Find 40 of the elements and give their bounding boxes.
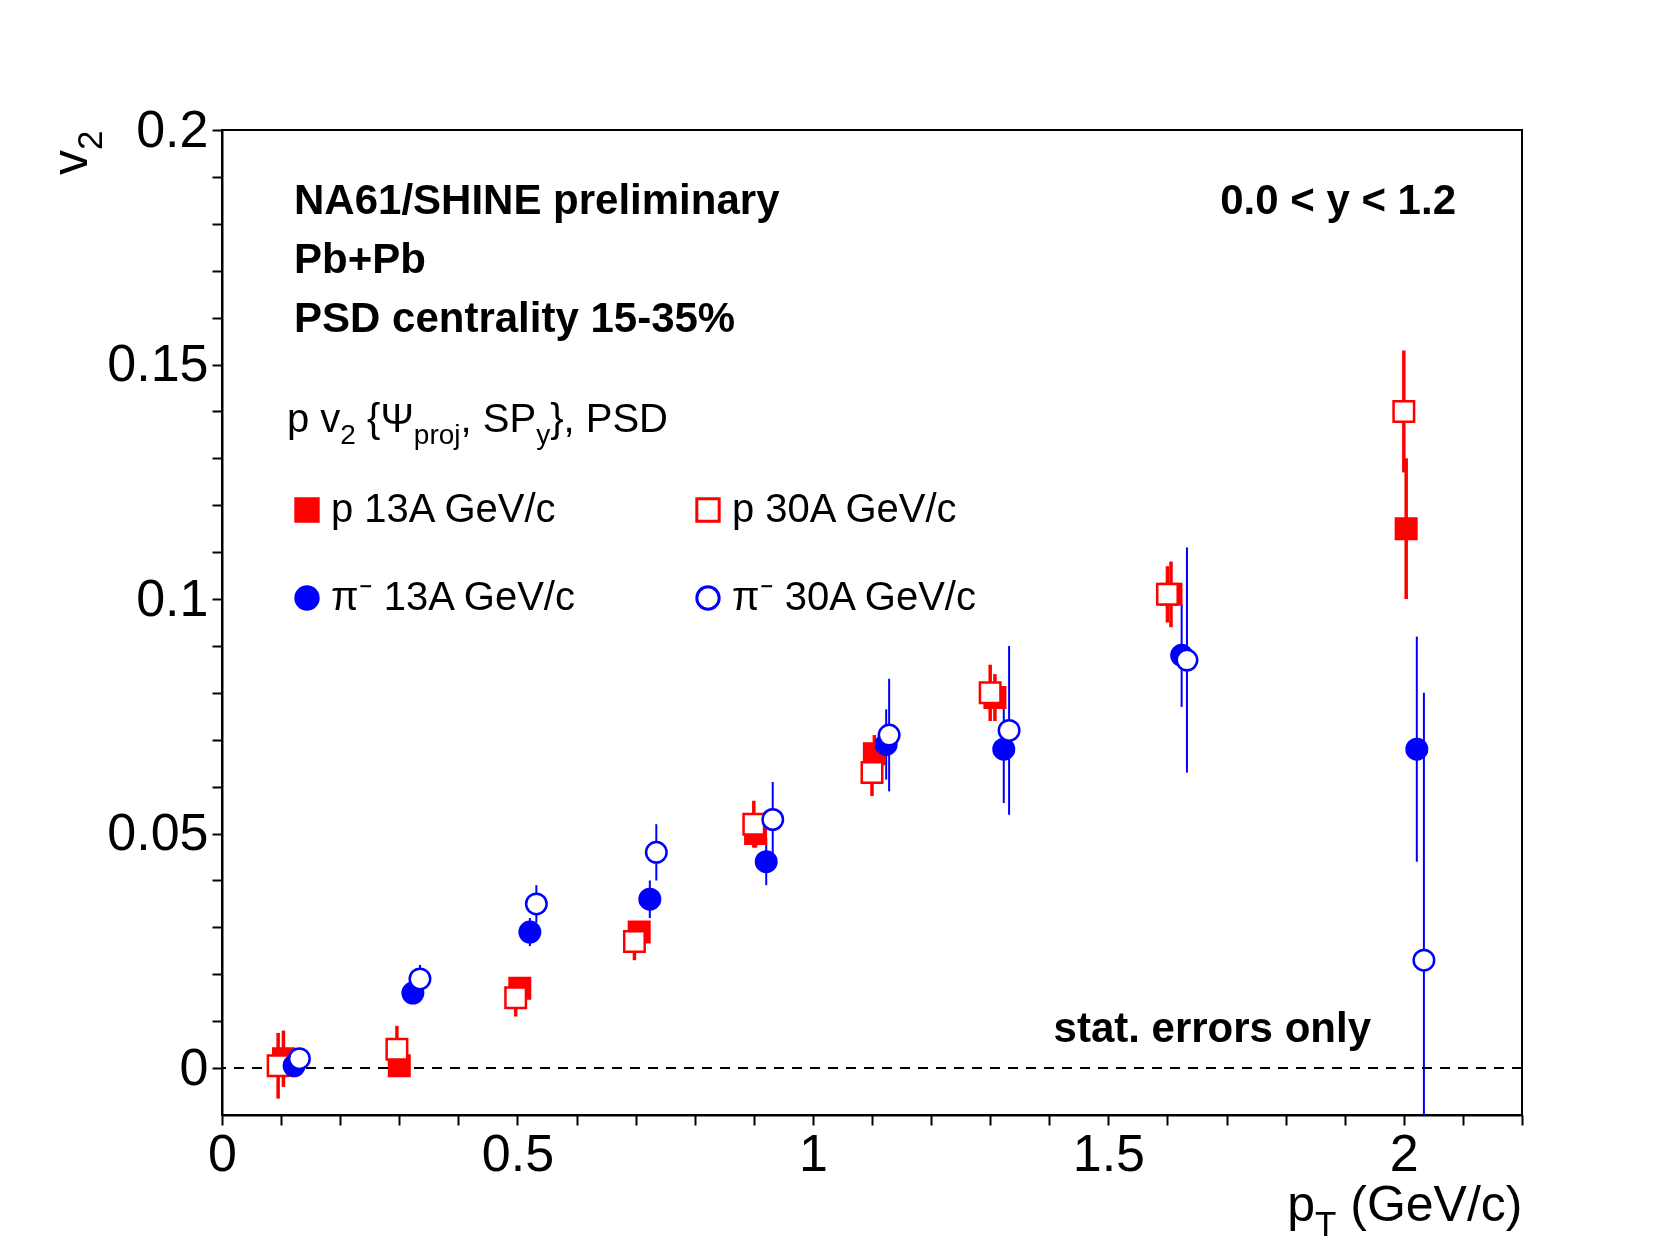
- point: [385, 1037, 409, 1061]
- legend-title: p v$_{2}$ {Ψ$_{proj}$, SP$_{y}$}, PSD: [287, 396, 668, 450]
- annotation: stat. errors only: [1053, 1004, 1372, 1051]
- point: [524, 892, 548, 916]
- point: [408, 967, 432, 991]
- annotation: Pb+Pb: [294, 235, 426, 282]
- point: [754, 850, 778, 874]
- point: [860, 761, 884, 785]
- annotation: 0.0 < y < 1.2: [1220, 176, 1456, 223]
- point: [1175, 648, 1199, 672]
- point: [877, 723, 901, 747]
- point: [997, 718, 1021, 742]
- point: [644, 840, 668, 864]
- legend-label: p 13A GeV/c: [331, 486, 556, 530]
- point: [1392, 399, 1416, 423]
- legend-label: π⁻ 30A GeV/c: [732, 574, 976, 618]
- y-tick-label: 0.2: [136, 99, 209, 158]
- y-tick-label: 0.15: [107, 334, 209, 393]
- legend-label: p 30A GeV/c: [732, 486, 957, 530]
- point: [287, 1047, 311, 1071]
- x-tick-label: 1: [798, 1123, 828, 1182]
- y-tick-label: 0: [179, 1037, 209, 1096]
- point: [504, 986, 528, 1010]
- y-tick-label: 0.05: [107, 803, 209, 862]
- point: [638, 887, 662, 911]
- point: [622, 929, 646, 953]
- legend-label: π⁻ 13A GeV/c: [331, 574, 575, 618]
- point: [518, 920, 542, 944]
- x-tick-label: 1.5: [1072, 1123, 1146, 1182]
- x-tick-label: 0.5: [481, 1123, 555, 1182]
- y-tick-label: 0.1: [136, 568, 209, 627]
- point: [978, 681, 1002, 705]
- point: [742, 812, 766, 836]
- point: [1394, 517, 1418, 541]
- annotation: NA61/SHINE preliminary: [294, 176, 781, 223]
- point: [992, 737, 1016, 761]
- point: [1412, 948, 1436, 972]
- point: [761, 808, 785, 831]
- point: [1405, 737, 1429, 761]
- annotation: PSD centrality 15-35%: [294, 294, 736, 341]
